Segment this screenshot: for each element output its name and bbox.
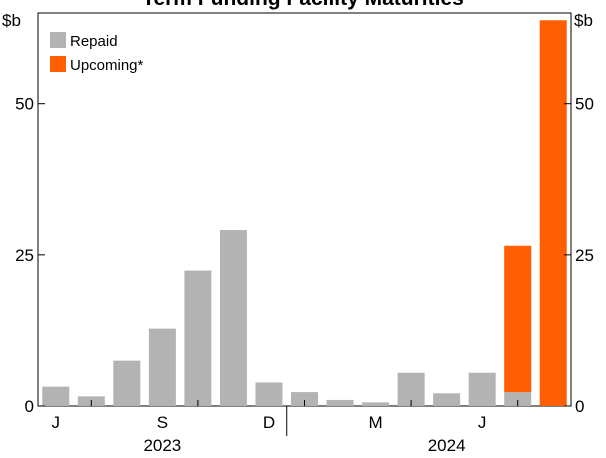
bar-repaid-2024-03 (362, 402, 390, 406)
legend-swatch-upcoming (50, 56, 66, 72)
y-tick-label-left: 25 (15, 246, 34, 265)
y-tick-label-right: 50 (575, 95, 594, 114)
x-year-label: 2023 (143, 436, 181, 455)
bar-repaid-2024-02 (326, 399, 354, 406)
x-month-label: D (263, 413, 275, 432)
bars-group (42, 20, 567, 406)
bar-repaid-2023-10 (184, 270, 212, 406)
bar-repaid-2024-07 (504, 392, 532, 406)
bar-repaid-2023-06 (42, 386, 70, 406)
bar-repaid-2024-05 (433, 393, 461, 406)
x-month-label: M (368, 413, 382, 432)
y-tick-label-right: 0 (575, 397, 584, 416)
x-month-label: S (157, 413, 168, 432)
x-month-label: J (52, 413, 61, 432)
bar-repaid-2023-08 (113, 360, 141, 406)
y-ticks: 0 0 25 25 50 50 (15, 95, 594, 416)
y-tick-label-left: 0 (25, 397, 34, 416)
bar-upcoming-2024-07 (504, 245, 532, 393)
y-tick-label-left: 50 (15, 95, 34, 114)
chart-title: Term Funding Facility Maturities (142, 0, 464, 10)
x-ticks: J S D M J 2023 2024 (52, 400, 519, 455)
legend-swatch-repaid (50, 32, 66, 48)
x-month-label: J (478, 413, 487, 432)
y-unit-left: $b (2, 11, 21, 30)
y-tick-label-right: 25 (575, 246, 594, 265)
bar-repaid-2024-01 (291, 392, 319, 406)
y-unit-right: $b (574, 11, 593, 30)
legend: Repaid Upcoming* (50, 32, 144, 74)
bar-upcoming-2024-08 (539, 20, 567, 406)
bar-repaid-2023-09 (148, 328, 176, 406)
bar-repaid-2023-12 (255, 382, 283, 406)
bar-repaid-2023-11 (219, 230, 247, 406)
bar-repaid-2024-06 (468, 372, 496, 406)
legend-label-upcoming: Upcoming* (70, 57, 144, 74)
x-year-label: 2024 (428, 436, 466, 455)
legend-label-repaid: Repaid (70, 33, 118, 50)
